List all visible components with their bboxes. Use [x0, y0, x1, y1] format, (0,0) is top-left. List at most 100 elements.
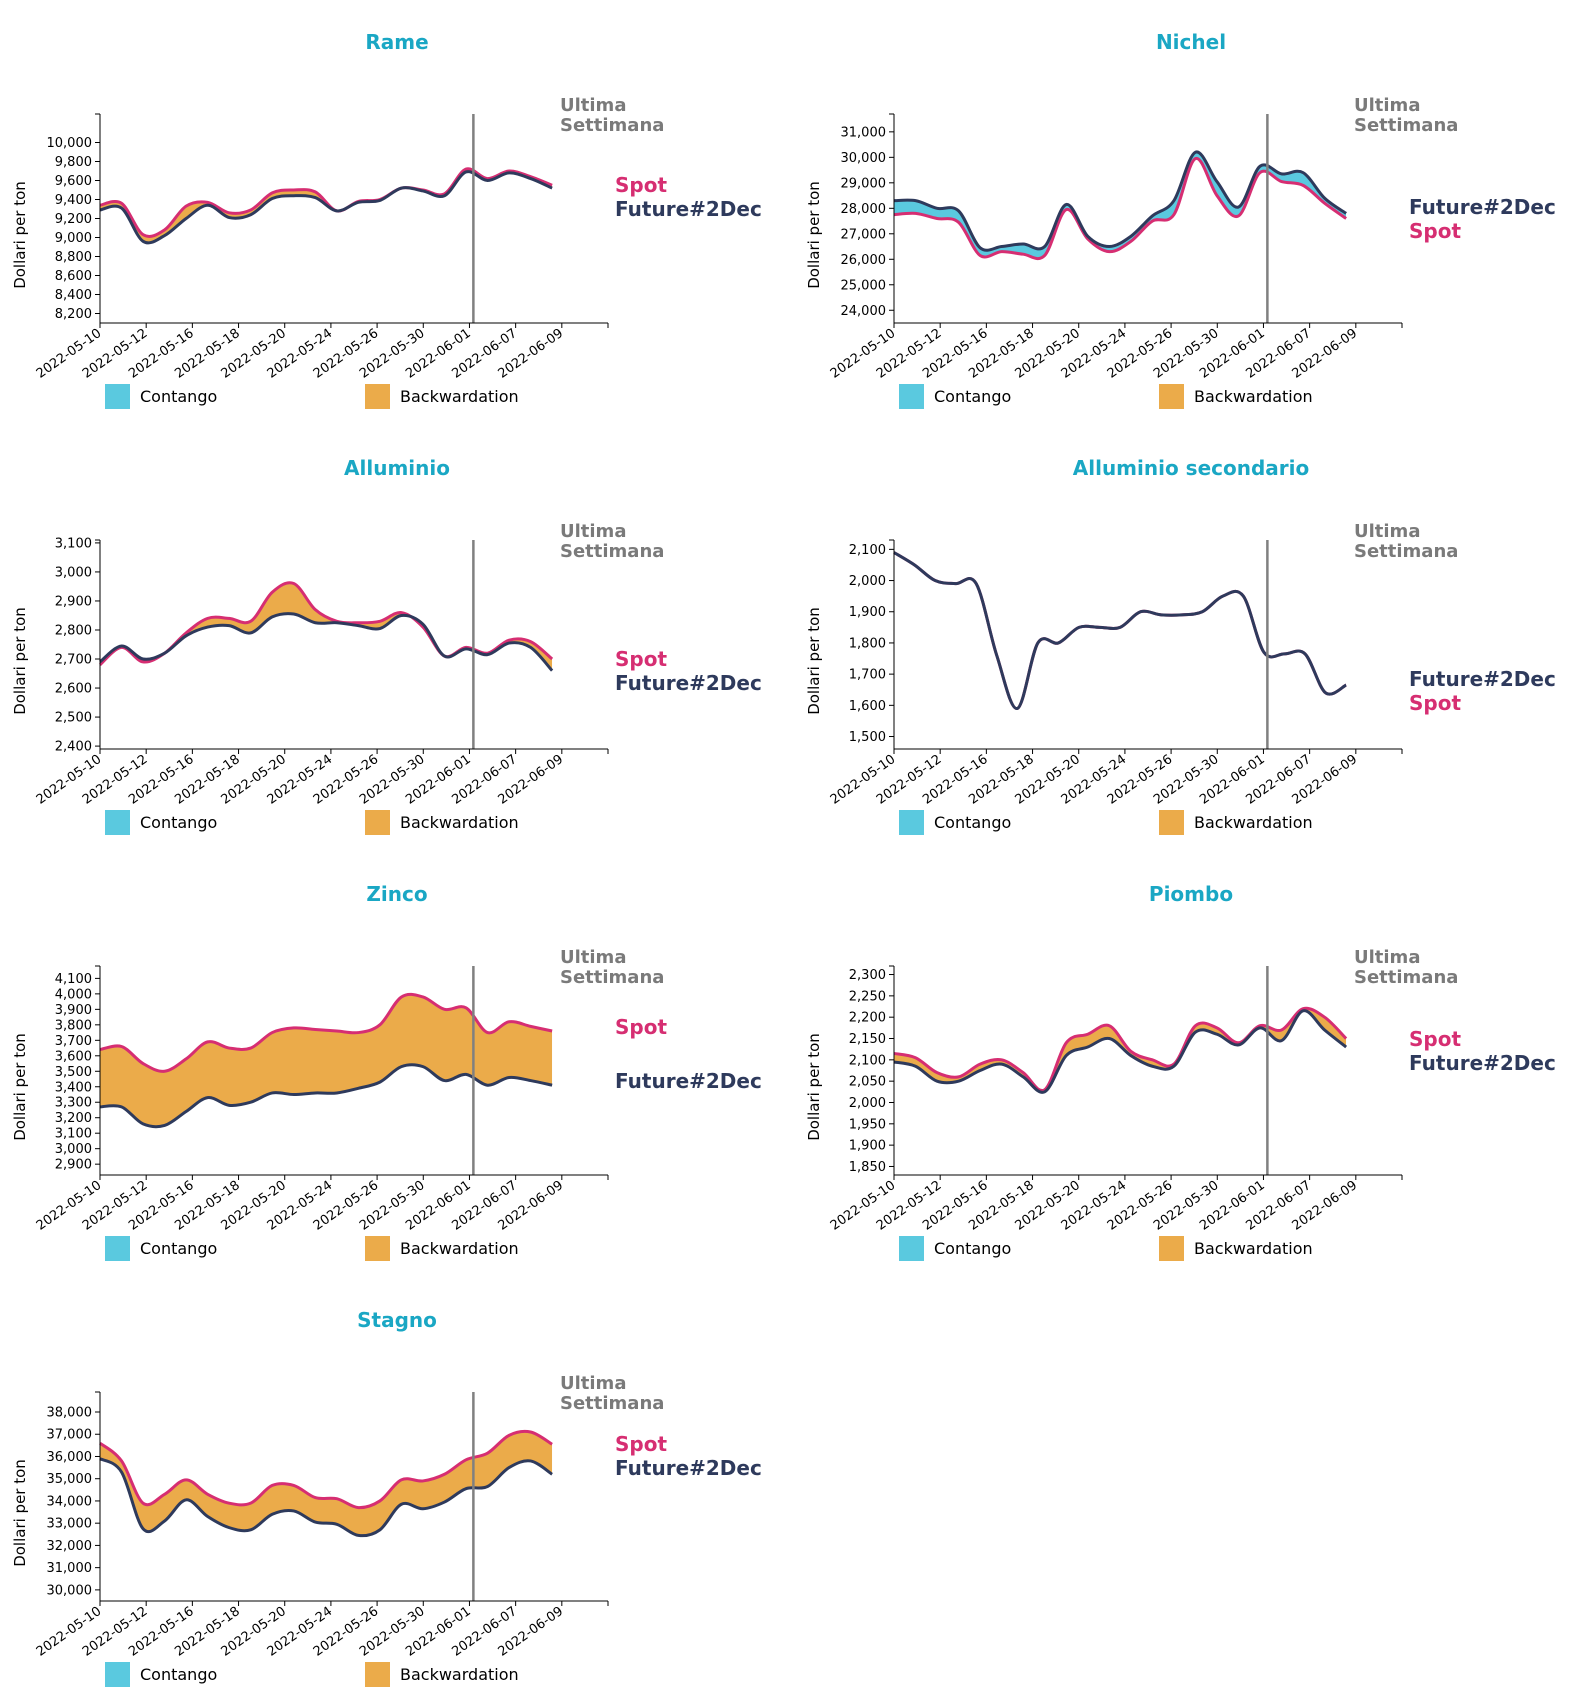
last-week-label-line1: Ultima [560, 1373, 627, 1394]
y-tick-label: 31,000 [841, 125, 887, 140]
legend-swatch [105, 383, 130, 409]
chart-title: Piombo [1148, 882, 1234, 906]
legend-label: Contango [140, 1664, 218, 1684]
chart-panel: Piombo Dollari per ton 1,850 1,900 1,950 2,00… [794, 852, 1588, 1278]
y-tick-label: 2,000 [849, 1096, 886, 1111]
y-tick-label: 2,700 [55, 653, 92, 668]
y-tick-label: 28,000 [841, 202, 887, 217]
spot-series-line [99, 1429, 553, 1510]
y-tick-label: 3,500 [55, 1065, 92, 1080]
backwardation-area [100, 168, 553, 243]
future-series-label: Future#2Dec [615, 197, 762, 222]
spot-series-label: Spot [615, 647, 668, 671]
chart-legend: Contango Backwardation [105, 383, 625, 409]
y-tick-label: 2,400 [55, 740, 92, 755]
y-tick-label: 9,400 [55, 193, 92, 208]
chart-panel: Stagno Dollari per ton 30,000 31,000 32,000 3… [0, 1278, 794, 1704]
y-tick-label: 36,000 [47, 1450, 93, 1465]
y-tick-label: 3,900 [55, 1003, 92, 1018]
future-series-line [893, 551, 1347, 710]
chart-title: Alluminio secondario [1072, 456, 1310, 480]
chart-svg: 30,000 31,000 32,000 33,000 34,000 35,000 36,0… [34, 1391, 609, 1660]
y-tick-label: 1,600 [849, 699, 886, 714]
y-tick-label: 1,900 [849, 1139, 886, 1154]
chart-legend: Contango Backwardation [899, 809, 1419, 835]
spot-series-label: Spot [615, 1432, 668, 1457]
y-tick-label: 3,000 [55, 1142, 92, 1157]
y-tick-label: 4,000 [55, 987, 92, 1002]
spot-series-label: Spot [1409, 1026, 1462, 1051]
spot-series-label: Spot [1409, 691, 1462, 716]
spot-series-line [893, 157, 1347, 260]
last-week-label-line2: Settimana [560, 1393, 665, 1414]
chart-panel: Zinco Dollari per ton 2,900 3,000 3,100 3,200… [0, 852, 794, 1278]
last-week-label: Ultima Settimana [560, 522, 664, 562]
y-tick-label: 2,250 [849, 989, 886, 1004]
legend-backwardation: Backwardation [365, 383, 519, 409]
chart-title: Stagno [357, 1308, 437, 1332]
y-tick-label: 2,500 [55, 711, 92, 726]
y-tick-label: 9,800 [55, 155, 92, 170]
legend-label: Contango [140, 386, 218, 406]
last-week-label-line1: Ultima [560, 95, 627, 116]
legend-backwardation: Backwardation [1159, 809, 1313, 835]
y-tick-label: 2,100 [849, 1053, 886, 1068]
future-series-label: Future#2Dec [615, 671, 762, 695]
y-tick-label: 8,600 [55, 269, 92, 284]
legend-swatch [365, 1235, 390, 1261]
legend-swatch [105, 1661, 130, 1687]
y-tick-label: 2,000 [849, 574, 886, 589]
chart-svg: 2,400 2,500 2,600 2,700 2,800 2,900 3,000 3,100… [34, 536, 609, 808]
y-tick-label: 10,000 [47, 136, 93, 151]
y-tick-label: 8,200 [55, 307, 92, 322]
y-tick-label: 2,800 [55, 623, 92, 638]
future-series-label: Future#2Dec [1409, 195, 1556, 220]
y-tick-label: 3,400 [55, 1080, 92, 1095]
last-week-label-line2: Settimana [560, 541, 665, 562]
legend-label: Backwardation [1194, 812, 1313, 832]
last-week-label: Ultima Settimana [560, 96, 664, 136]
legend-label: Contango [934, 1238, 1012, 1258]
y-tick-label: 3,200 [55, 1111, 92, 1126]
legend-swatch [365, 809, 390, 835]
future-series-line [99, 612, 554, 672]
legend-swatch [1159, 383, 1184, 409]
legend-contango: Contango [105, 1235, 217, 1261]
y-tick-label: 32,000 [47, 1539, 93, 1554]
last-week-label: Ultima Settimana [560, 1374, 664, 1414]
legend-swatch [365, 1661, 390, 1687]
y-tick-label: 3,600 [55, 1049, 92, 1064]
chart-title: Nichel [1155, 30, 1227, 54]
legend-label: Backwardation [400, 812, 519, 832]
legend-contango: Contango [105, 383, 217, 409]
legend-backwardation: Backwardation [1159, 383, 1313, 409]
legend-swatch [899, 809, 924, 835]
y-tick-label: 31,000 [47, 1561, 93, 1576]
y-tick-label: 35,000 [47, 1472, 93, 1487]
backwardation-area [100, 1431, 553, 1536]
y-tick-label: 1,500 [849, 730, 886, 745]
spot-series-line [99, 992, 553, 1073]
legend-backwardation: Backwardation [365, 809, 519, 835]
legend-contango: Contango [899, 383, 1011, 409]
future-series-line [99, 1457, 553, 1538]
chart-title: Zinco [366, 882, 428, 906]
chart-legend: Contango Backwardation [105, 809, 625, 835]
spot-series-line [99, 167, 553, 238]
legend-label: Backwardation [1194, 1238, 1313, 1258]
chart-title: Rame [365, 30, 429, 54]
last-week-label-line1: Ultima [560, 521, 627, 542]
legend-backwardation: Backwardation [365, 1661, 519, 1687]
spot-series-label: Spot [615, 1015, 668, 1040]
legend-label: Contango [140, 812, 218, 832]
future-series-line [99, 1063, 553, 1129]
legend-swatch [105, 809, 130, 835]
y-tick-label: 3,100 [55, 536, 92, 551]
future-series-label: Future#2Dec [615, 1069, 762, 1094]
legend-swatch [899, 383, 924, 409]
last-week-label: Ultima Settimana [1354, 522, 1458, 562]
legend-contango: Contango [899, 809, 1011, 835]
chart-svg: 1,850 1,900 1,950 2,000 2,050 2,100 2,150 2,200… [828, 965, 1403, 1234]
y-tick-label: 8,400 [55, 288, 92, 303]
